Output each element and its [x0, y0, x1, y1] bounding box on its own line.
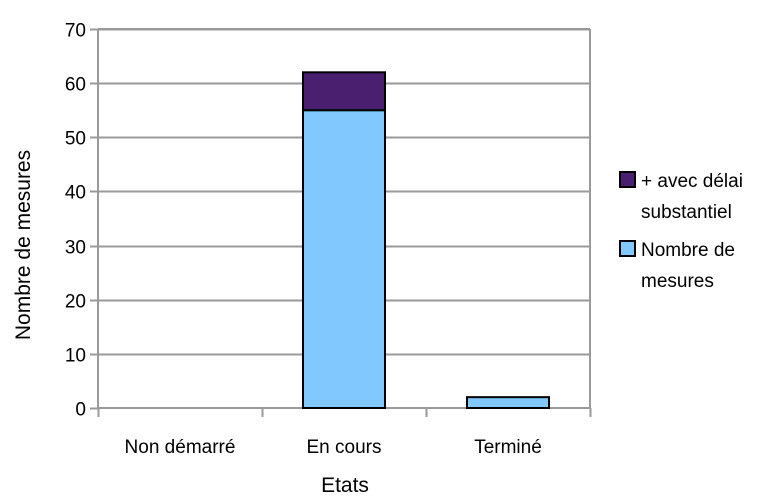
legend-swatch [619, 171, 636, 188]
bar-segment [302, 71, 386, 112]
y-tick-label: 0 [75, 400, 86, 421]
x-tick-label: Terminé [474, 437, 542, 458]
x-tick-labels: Non démarré En cours Terminé [125, 437, 542, 458]
y-tick-label: 10 [65, 346, 86, 367]
y-tick-label: 30 [65, 238, 86, 259]
y-tick-label: 50 [65, 129, 86, 150]
legend-label: substantiel [641, 202, 732, 223]
x-tick-label: Non démarré [125, 437, 236, 458]
legend: + avec délai substantiel Nombre de mesures [619, 171, 743, 292]
y-tick-label: 40 [65, 183, 86, 204]
legend-label: mesures [641, 271, 714, 292]
legend-label: + avec délai [641, 171, 743, 192]
legend-label: Nombre de [641, 240, 735, 261]
x-tick-label: En cours [307, 437, 382, 458]
y-axis-title: Nombre de mesures [12, 150, 35, 340]
bars [302, 71, 550, 409]
x-axis-title: Etats [321, 474, 369, 497]
y-tick-label: 60 [65, 75, 86, 96]
y-tick-label: 70 [65, 21, 86, 42]
y-tick-labels: 0 10 20 30 40 50 60 70 [65, 21, 86, 421]
y-tick-label: 20 [65, 292, 86, 313]
bar-segment [466, 396, 550, 409]
bar-segment [302, 109, 386, 409]
legend-swatch [619, 240, 636, 257]
